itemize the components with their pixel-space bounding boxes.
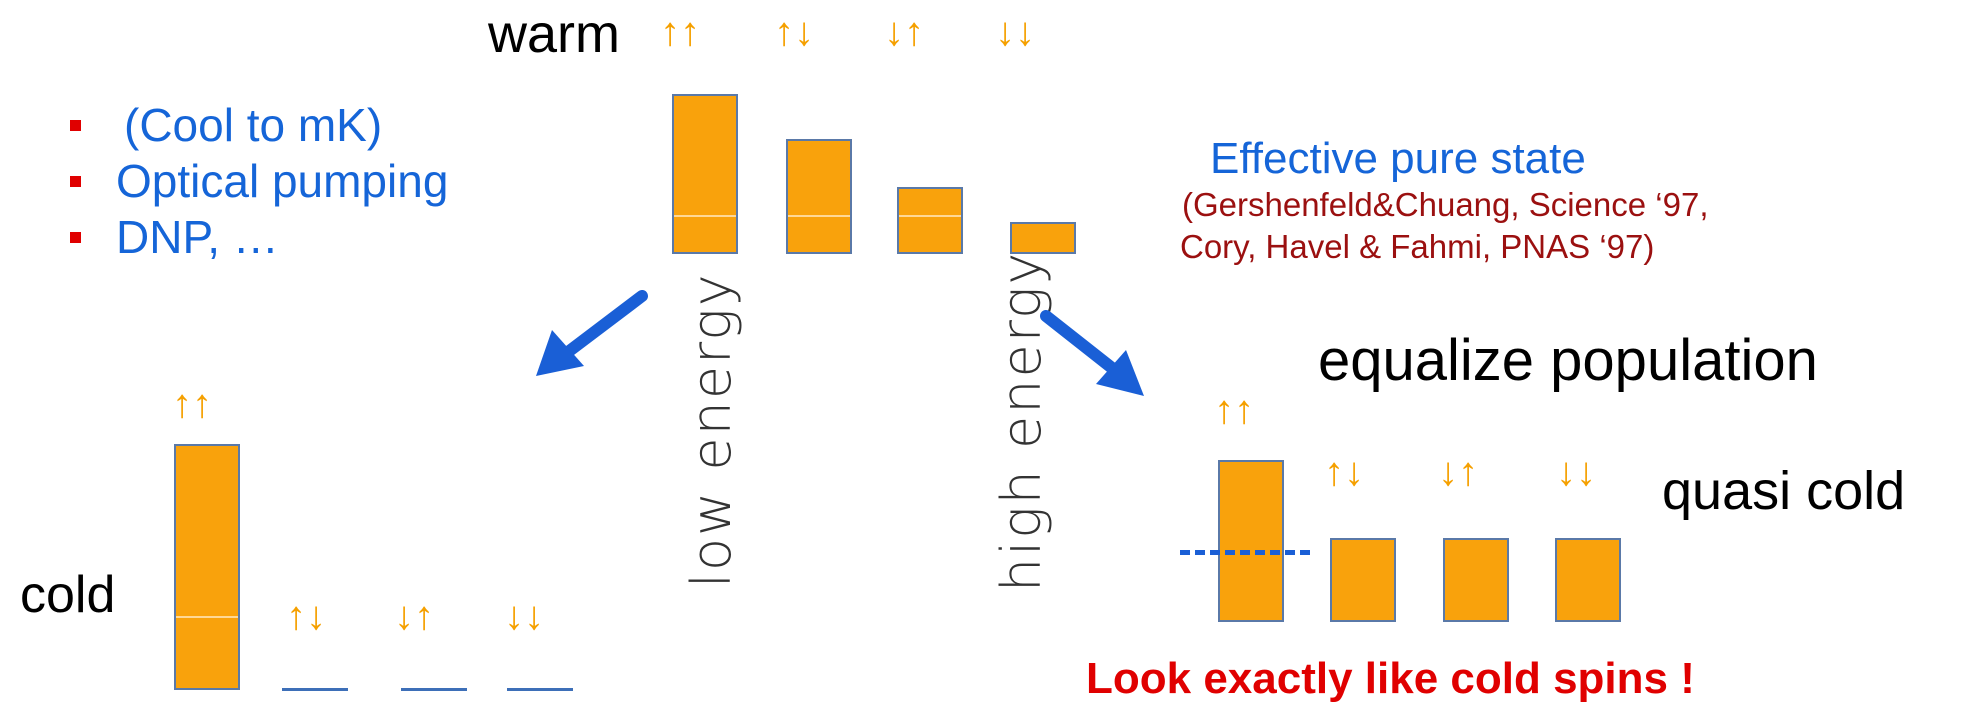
cold-spin-label: ↑↓ <box>286 594 326 638</box>
quasi-spin-label: ↑↓ <box>1324 450 1364 494</box>
warm-spin-label: ↑↓ <box>774 10 814 54</box>
list-item: Optical pumping <box>70 154 530 210</box>
equalized-level-dashed-line <box>1180 550 1310 555</box>
list-item: DNP, … <box>70 210 530 266</box>
low-energy-label: low energy <box>680 272 743 588</box>
quasi-spin-label: ↑↑ <box>1214 388 1254 432</box>
empty-level-line <box>282 688 348 691</box>
reference-line: Cory, Havel & Fahmi, PNAS ‘97) <box>1180 228 1655 265</box>
warm-spin-label: ↓↑ <box>884 10 924 54</box>
cold-spin-label: ↓↑ <box>394 594 434 638</box>
bullet-icon <box>70 176 81 187</box>
quasi-spin-label: ↓↑ <box>1438 450 1478 494</box>
population-bar <box>1010 222 1076 254</box>
conclusion-text: Look exactly like cold spins ! <box>1086 654 1695 703</box>
bullet-icon <box>70 120 81 131</box>
warm-spin-label: ↓↓ <box>995 10 1035 54</box>
bullet-icon <box>70 232 81 243</box>
population-bar <box>1555 538 1621 622</box>
warm-title: warm <box>488 4 620 64</box>
population-bar <box>786 139 852 254</box>
population-bar <box>174 444 240 690</box>
quasi-cold-label: quasi cold <box>1662 461 1906 521</box>
arrow-to-quasi-icon <box>1040 310 1144 396</box>
quasi-spin-label: ↓↓ <box>1556 450 1596 494</box>
cold-spin-label: ↑↑ <box>172 382 212 426</box>
cold-spin-label: ↓↓ <box>504 594 544 638</box>
population-bar <box>672 94 738 254</box>
effective-pure-state-title: Effective pure state <box>1210 134 1586 183</box>
empty-level-line <box>507 688 573 691</box>
equalize-population-heading: equalize population <box>1318 328 1818 393</box>
warm-spin-label: ↑↑ <box>660 10 700 54</box>
reference-line: (Gershenfeld&Chuang, Science ‘97, <box>1182 186 1709 223</box>
arrow-to-cold-icon <box>536 290 648 376</box>
cooling-methods-list: (Cool to mK) Optical pumping DNP, … <box>70 98 530 266</box>
cold-label: cold <box>20 566 116 624</box>
empty-level-line <box>401 688 467 691</box>
population-bar <box>1330 538 1396 622</box>
population-bar <box>1443 538 1509 622</box>
high-energy-label: high energy <box>990 250 1053 592</box>
list-item: (Cool to mK) <box>70 98 530 154</box>
population-bar <box>897 187 963 254</box>
population-bar <box>1218 460 1284 622</box>
